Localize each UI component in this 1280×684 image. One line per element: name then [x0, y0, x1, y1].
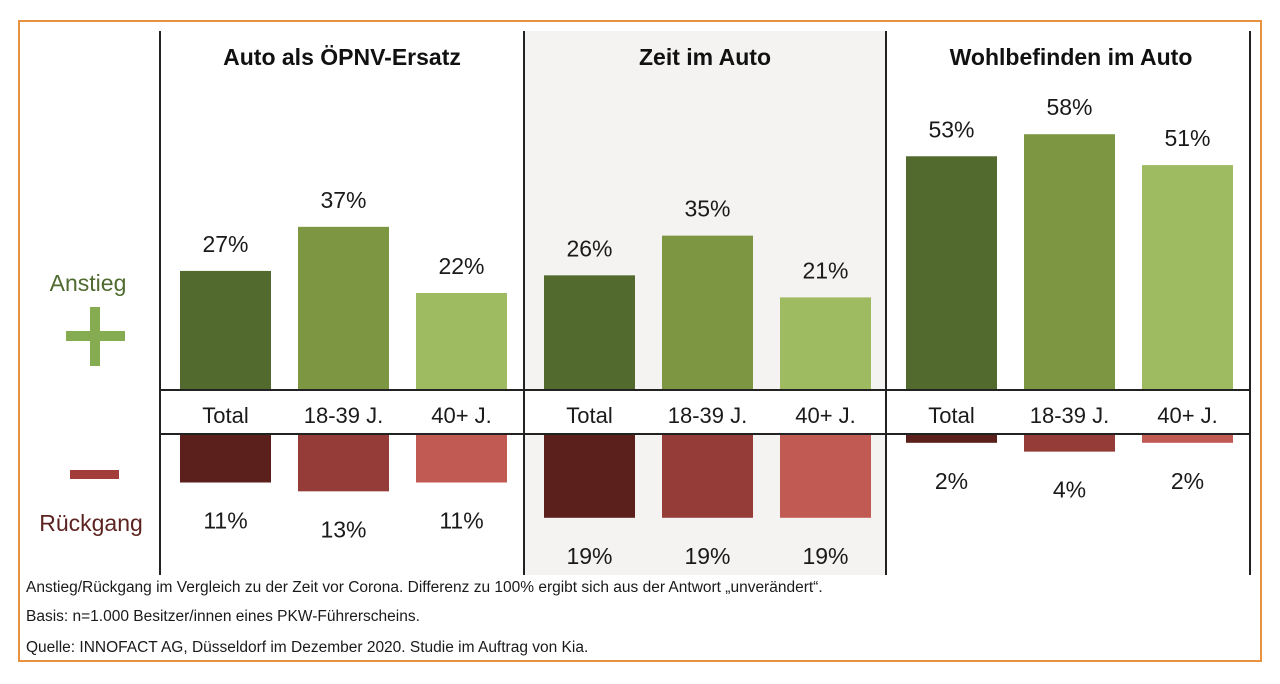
bar-decrease-1 [1024, 434, 1115, 452]
data-label-decrease: 2% [1171, 468, 1204, 494]
bar-increase-2 [1142, 165, 1233, 390]
data-label-increase: 27% [202, 231, 248, 257]
data-label-decrease: 11% [203, 508, 247, 534]
panel-title: Zeit im Auto [639, 44, 771, 70]
bar-decrease-1 [298, 434, 389, 492]
footnote-comparison: Anstieg/Rückgang im Vergleich zu der Zei… [26, 579, 823, 596]
data-label-decrease: 19% [684, 543, 730, 569]
bar-increase-2 [780, 297, 871, 390]
category-tick-label: Total [928, 403, 974, 428]
data-label-increase: 53% [928, 116, 974, 142]
category-tick-label: 40+ J. [431, 403, 492, 428]
footnote-source: Quelle: INNOFACT AG, Düsseldorf im Dezem… [26, 639, 589, 656]
axis-band [886, 390, 1250, 434]
footnote-basis: Basis: n=1.000 Besitzer/innen eines PKW-… [26, 608, 420, 625]
category-tick-label: 18-39 J. [304, 403, 384, 428]
legend-decrease-label: Rückgang [39, 510, 143, 536]
data-label-increase: 35% [684, 196, 730, 222]
panel-title: Wohlbefinden im Auto [950, 44, 1193, 70]
data-label-decrease: 13% [320, 516, 366, 542]
data-label-increase: 22% [438, 253, 484, 279]
category-tick-label: 40+ J. [1157, 403, 1218, 428]
data-label-decrease: 19% [802, 543, 848, 569]
panel-title: Auto als ÖPNV-Ersatz [223, 44, 461, 70]
data-label-decrease: 11% [439, 508, 483, 534]
bar-decrease-0 [906, 434, 997, 443]
data-label-decrease: 4% [1053, 477, 1086, 503]
bar-decrease-2 [1142, 434, 1233, 443]
legend-increase-label: Anstieg [50, 270, 127, 296]
bar-decrease-0 [180, 434, 271, 483]
category-tick-label: 18-39 J. [668, 403, 748, 428]
data-label-decrease: 2% [935, 468, 968, 494]
bar-decrease-2 [416, 434, 507, 483]
plus-icon [66, 307, 125, 366]
data-label-increase: 51% [1164, 125, 1210, 151]
bar-decrease-0 [544, 434, 635, 518]
legend: Anstieg Rückgang [39, 270, 143, 536]
data-label-increase: 37% [320, 187, 366, 213]
bar-decrease-2 [780, 434, 871, 518]
bar-increase-0 [180, 270, 271, 390]
axis-band [160, 390, 524, 434]
category-tick-label: Total [566, 403, 612, 428]
data-label-increase: 58% [1046, 94, 1092, 120]
category-tick-label: 18-39 J. [1030, 403, 1110, 428]
bar-increase-0 [544, 275, 635, 390]
bar-increase-0 [906, 156, 997, 390]
category-tick-label: Total [202, 403, 248, 428]
bar-decrease-1 [662, 434, 753, 518]
data-label-decrease: 19% [566, 543, 612, 569]
axis-band [524, 390, 886, 434]
bar-increase-1 [298, 226, 389, 390]
minus-icon [70, 470, 119, 479]
bar-increase-1 [662, 235, 753, 390]
data-label-increase: 21% [802, 257, 848, 283]
bar-increase-1 [1024, 134, 1115, 390]
bar-increase-2 [416, 292, 507, 390]
category-tick-label: 40+ J. [795, 403, 856, 428]
data-label-increase: 26% [566, 235, 612, 261]
